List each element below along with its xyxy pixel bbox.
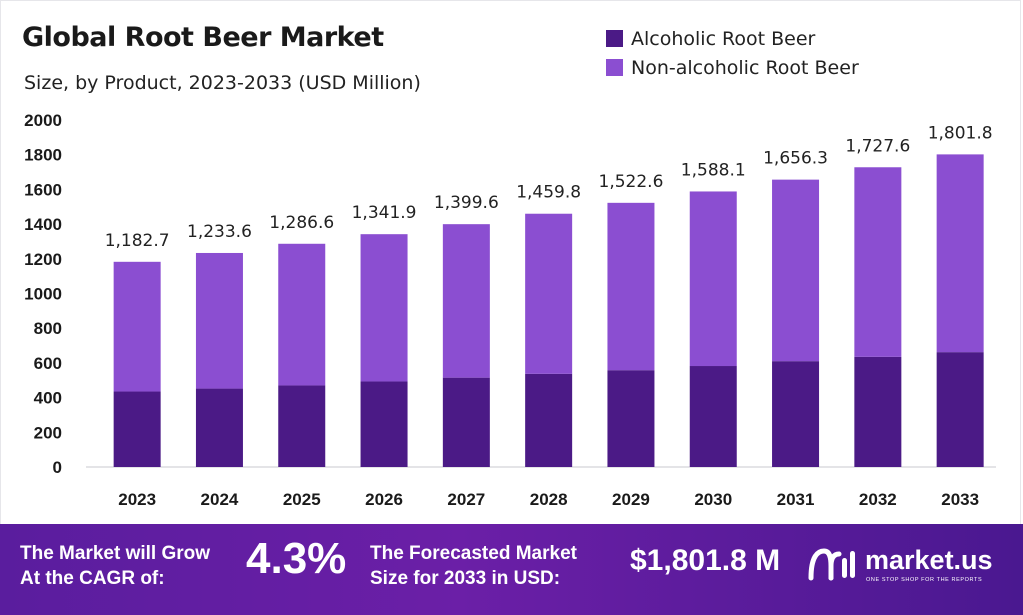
y-tick-label: 1000 — [24, 285, 62, 304]
bar-non-alcoholic — [195, 252, 243, 389]
legend-item-non-alcoholic: Non-alcoholic Root Beer — [606, 53, 859, 82]
legend-swatch-non-alcoholic — [606, 59, 623, 76]
bar-alcoholic — [936, 352, 984, 467]
bar-alcoholic — [113, 391, 161, 467]
bar-total-label: 1,522.6 — [599, 172, 664, 192]
bar-total-label: 1,182.7 — [105, 231, 170, 251]
bar-alcoholic — [442, 377, 490, 467]
bar-alcoholic — [854, 356, 902, 467]
y-tick-label: 2000 — [24, 111, 62, 130]
forecast-caption: The Forecasted Market Size for 2033 in U… — [370, 541, 577, 591]
x-tick-label: 2028 — [530, 490, 568, 509]
cagr-caption: The Market will Grow At the CAGR of: — [20, 541, 210, 591]
bar-total-label: 1,459.8 — [516, 183, 581, 203]
legend-label-alcoholic: Alcoholic Root Beer — [631, 27, 816, 50]
x-tick-label: 2023 — [118, 490, 156, 509]
bar-total-label: 1,399.6 — [434, 193, 499, 213]
bar-alcoholic — [525, 373, 573, 467]
x-tick-label: 2033 — [941, 490, 979, 509]
bar-non-alcoholic — [936, 154, 984, 353]
cagr-caption-line1: The Market will Grow — [20, 543, 211, 564]
bar-total-label: 1,588.1 — [681, 160, 746, 180]
x-tick-label: 2025 — [283, 490, 321, 509]
cagr-caption-line2: At the CAGR of: — [20, 568, 165, 589]
x-tick-label: 2029 — [612, 490, 650, 509]
x-tick-label: 2031 — [777, 490, 815, 509]
x-tick-label: 2026 — [365, 490, 403, 509]
bar-alcoholic — [360, 381, 408, 467]
legend-label-non-alcoholic: Non-alcoholic Root Beer — [631, 56, 859, 79]
bar-alcoholic — [607, 370, 655, 467]
legend: Alcoholic Root Beer Non-alcoholic Root B… — [606, 24, 859, 82]
y-tick-label: 800 — [34, 319, 62, 338]
bar-non-alcoholic — [772, 179, 820, 362]
bar-non-alcoholic — [607, 202, 655, 371]
x-tick-label: 2032 — [859, 490, 897, 509]
forecast-caption-line1: The Forecasted Market — [370, 543, 577, 564]
x-tick-label: 2024 — [201, 490, 239, 509]
bar-non-alcoholic — [689, 191, 737, 367]
bar-alcoholic — [772, 361, 820, 467]
x-tick-label: 2030 — [694, 490, 732, 509]
bar-non-alcoholic — [278, 243, 326, 386]
bar-chart: 0 200 400 600 800 1000 1200 1400 1600 1800 2000 1,1… — [24, 111, 996, 509]
y-tick-label: 1800 — [24, 146, 62, 165]
bar-non-alcoholic — [360, 234, 408, 382]
forecast-caption-line2: Size for 2033 in USD: — [370, 568, 561, 589]
bar-total-label: 1,233.6 — [187, 222, 252, 242]
y-tick-label: 200 — [34, 423, 62, 442]
y-tick-label: 0 — [53, 458, 62, 477]
legend-item-alcoholic: Alcoholic Root Beer — [606, 24, 859, 53]
forecast-value: $1,801.8 M — [630, 544, 781, 577]
y-tick-label: 1400 — [24, 215, 62, 234]
bar-non-alcoholic — [113, 261, 161, 392]
market-us-logo-icon — [808, 548, 855, 581]
brand-name: market.us — [865, 545, 993, 575]
bar-total-label: 1,286.6 — [269, 213, 334, 233]
cagr-value: 4.3% — [246, 534, 347, 583]
y-tick-label: 1200 — [24, 250, 62, 269]
bar-alcoholic — [278, 385, 326, 467]
y-tick-label: 600 — [34, 354, 62, 373]
bar-alcoholic — [195, 388, 243, 467]
bar-total-label: 1,801.8 — [928, 123, 993, 143]
bar-non-alcoholic — [442, 224, 490, 378]
bar-non-alcoholic — [525, 213, 573, 374]
bar-non-alcoholic — [854, 167, 902, 357]
bar-total-label: 1,341.9 — [352, 203, 417, 223]
brand-tagline: ONE STOP SHOP FOR THE REPORTS — [866, 577, 983, 583]
x-tick-label: 2027 — [447, 490, 485, 509]
legend-swatch-alcoholic — [606, 30, 623, 47]
chart-subtitle: Size, by Product, 2023-2033 (USD Million… — [24, 72, 421, 94]
y-tick-label: 1600 — [24, 180, 62, 199]
bar-total-label: 1,727.6 — [845, 136, 910, 156]
chart-title: Global Root Beer Market — [22, 22, 384, 53]
y-tick-label: 400 — [34, 389, 62, 408]
bar-total-label: 1,656.3 — [763, 149, 828, 169]
bar-alcoholic — [689, 366, 737, 467]
summary-banner: The Market will Grow At the CAGR of: 4.3… — [0, 524, 1023, 615]
